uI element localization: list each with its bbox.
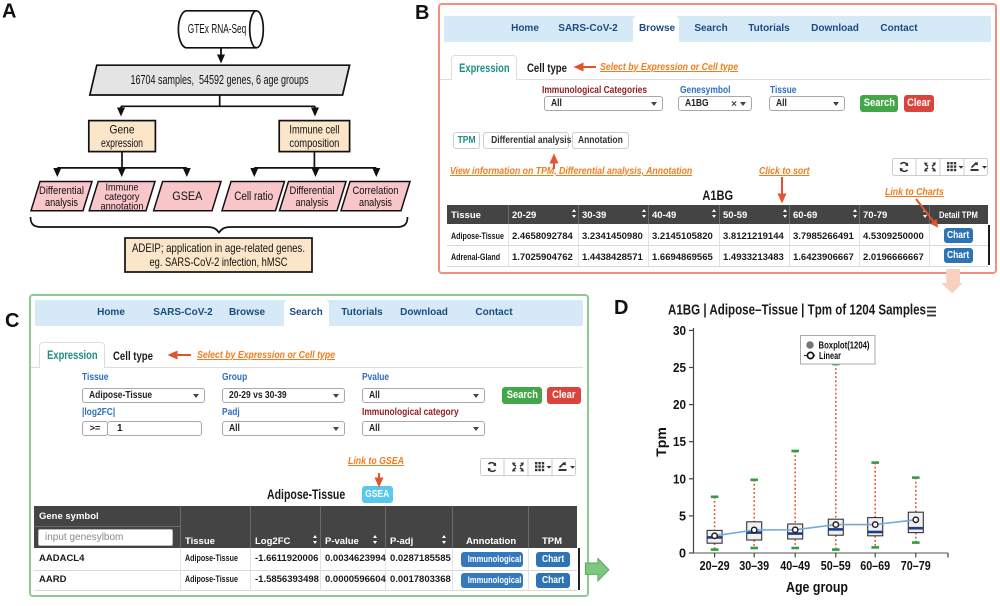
svg-text:25: 25 <box>673 361 686 375</box>
svg-text:annotation: annotation <box>101 201 144 212</box>
svg-text:60–69: 60–69 <box>860 559 890 573</box>
svg-text:Differential: Differential <box>290 185 335 197</box>
svg-text:analysis: analysis <box>296 197 330 209</box>
svg-text:20: 20 <box>673 398 686 412</box>
svg-text:40–49: 40–49 <box>780 559 810 573</box>
svg-text:expression: expression <box>101 136 143 150</box>
svg-text:Immune cell: Immune cell <box>289 123 339 137</box>
svg-text:70–79: 70–79 <box>901 559 931 573</box>
svg-text:A1BG | Adipose–Tissue | Tpm of: A1BG | Adipose–Tissue | Tpm of 1204 Samp… <box>668 303 926 319</box>
svg-text:30: 30 <box>673 324 686 338</box>
svg-text:Linear: Linear <box>819 351 841 362</box>
svg-text:ADEIP; application in age-rela: ADEIP; application in age-related genes. <box>132 241 305 255</box>
svg-text:10: 10 <box>673 472 686 486</box>
svg-text:composition: composition <box>289 136 339 150</box>
svg-text:20–29: 20–29 <box>700 559 730 573</box>
svg-text:Boxplot(1204): Boxplot(1204) <box>819 341 870 352</box>
svg-text:5: 5 <box>679 509 686 523</box>
svg-text:Age group: Age group <box>786 580 848 596</box>
svg-text:Gene: Gene <box>110 123 135 137</box>
svg-text:Differential: Differential <box>39 185 84 197</box>
svg-text:Immune: Immune <box>106 183 139 194</box>
svg-text:15: 15 <box>673 435 686 449</box>
svg-text:category: category <box>105 192 141 203</box>
svg-text:GTEx RNA-Seq: GTEx RNA-Seq <box>188 22 247 36</box>
svg-text:GSEA: GSEA <box>172 189 202 203</box>
svg-text:0: 0 <box>679 547 686 561</box>
svg-text:Cell ratio: Cell ratio <box>234 191 273 203</box>
svg-text:analysis: analysis <box>359 197 393 209</box>
svg-text:D: D <box>614 297 628 319</box>
svg-text:50–59: 50–59 <box>821 559 851 573</box>
svg-text:16704 samples, 54592 genes, 6: 16704 samples, 54592 genes, 6 age groups <box>131 73 309 87</box>
svg-text:analysis: analysis <box>45 197 79 209</box>
svg-text:eg. SARS-CoV-2 infection, hMSC: eg. SARS-CoV-2 infection, hMSC <box>150 255 288 269</box>
svg-text:A: A <box>2 1 16 23</box>
svg-text:Correlation: Correlation <box>353 185 399 197</box>
svg-text:Tpm: Tpm <box>653 427 669 457</box>
svg-text:30–39: 30–39 <box>739 559 769 573</box>
